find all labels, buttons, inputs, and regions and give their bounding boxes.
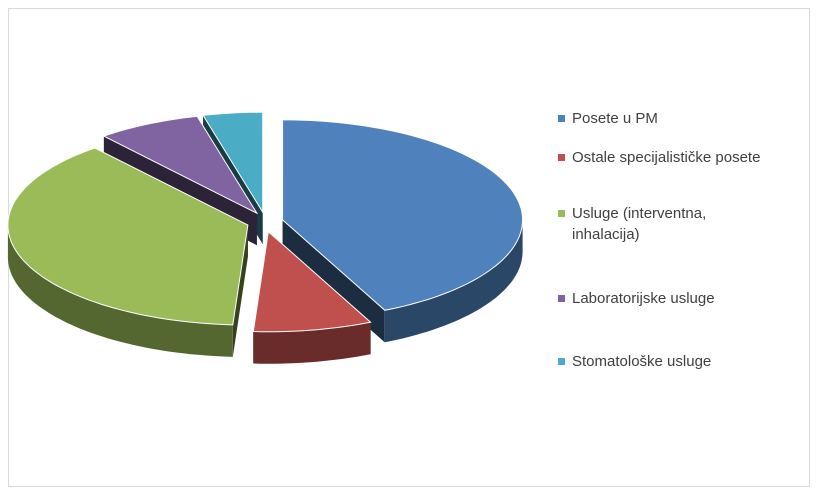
legend-label: Usluge (interventna, inhalacija) [572,205,707,243]
legend-item: Posete u PM [558,108,808,129]
legend-item: Stomatološke usluge [558,351,808,372]
legend-label: Laboratorijske usluge [572,290,715,307]
legend-label: Ostale specijalističke posete [572,149,761,166]
slice-wall [232,225,248,357]
slice [202,111,264,214]
legend-item: Usluge (interventna, inhalacija) [558,203,748,245]
legend-swatch [558,358,565,365]
slice [7,147,249,326]
legend-item: Ostale specijalističke posete [558,147,808,168]
legend-swatch [558,295,565,302]
slice [282,119,524,311]
legend-item: Laboratorijske usluge [558,288,808,309]
legend-swatch [558,154,565,161]
slice-side [253,322,371,364]
slice [252,230,372,333]
slice [102,115,259,215]
legend: Posete u PM Ostale specijalističke posete… [558,0,808,497]
legend-label: Posete u PM [572,110,658,127]
legend-swatch [558,115,565,122]
legend-swatch [558,210,565,217]
slice-side [7,225,233,357]
legend-label: Stomatološke usluge [572,353,712,370]
slice-side [384,219,523,343]
